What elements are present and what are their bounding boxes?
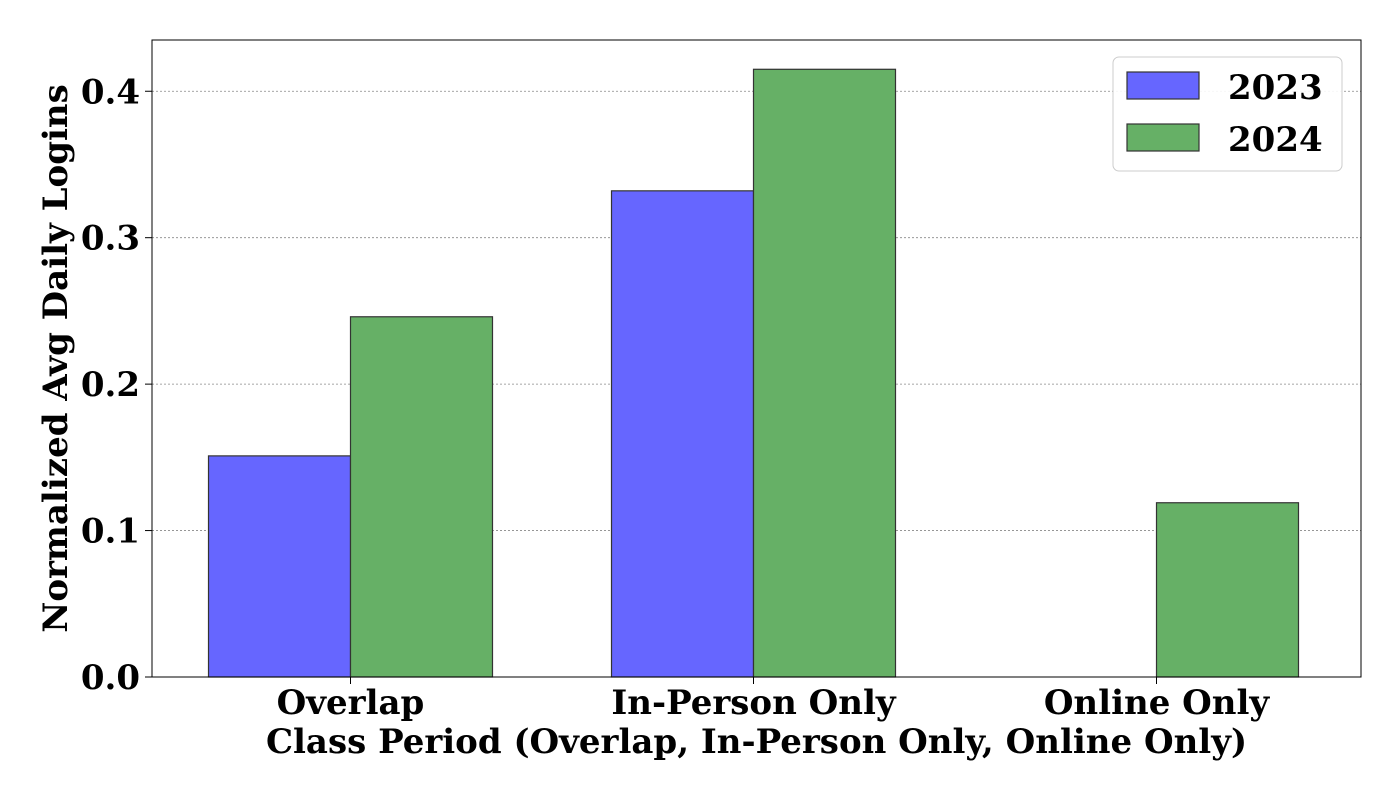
bars xyxy=(207,68,1300,678)
bar-2023-in-person-only xyxy=(610,190,755,678)
x-category-label: Overlap xyxy=(277,683,425,723)
bar-2024-in-person-only xyxy=(752,68,897,678)
x-axis-categories: Overlap In-Person Only Online Only xyxy=(277,677,1271,723)
bar-2024-online-only xyxy=(1155,502,1300,678)
bar-2024-overlap xyxy=(349,316,494,678)
x-axis-title: Class Period (Overlap, In-Person Only, O… xyxy=(266,722,1247,762)
legend-label-2024: 2024 xyxy=(1228,120,1323,160)
y-tick-label: 0.1 xyxy=(81,512,140,552)
y-tick-label: 0.0 xyxy=(81,658,140,698)
y-tick-label: 0.4 xyxy=(81,72,140,112)
x-category-label: Online Only xyxy=(1044,683,1271,723)
y-axis-title: Normalized Avg Daily Logins xyxy=(36,84,76,633)
legend-swatch-2023 xyxy=(1126,71,1200,100)
plot-frame xyxy=(151,39,1362,678)
legend: 2023 2024 xyxy=(1112,56,1343,172)
legend-label-2023: 2023 xyxy=(1228,68,1323,108)
y-tick-label: 0.3 xyxy=(81,219,140,259)
y-tick-label: 0.2 xyxy=(81,365,140,405)
bar-2023-overlap xyxy=(207,455,352,678)
x-category-label: In-Person Only xyxy=(611,683,897,723)
legend-swatch-2024 xyxy=(1126,123,1200,152)
y-axis-ticks: 0.0 0.1 0.2 0.3 0.4 xyxy=(81,72,152,698)
